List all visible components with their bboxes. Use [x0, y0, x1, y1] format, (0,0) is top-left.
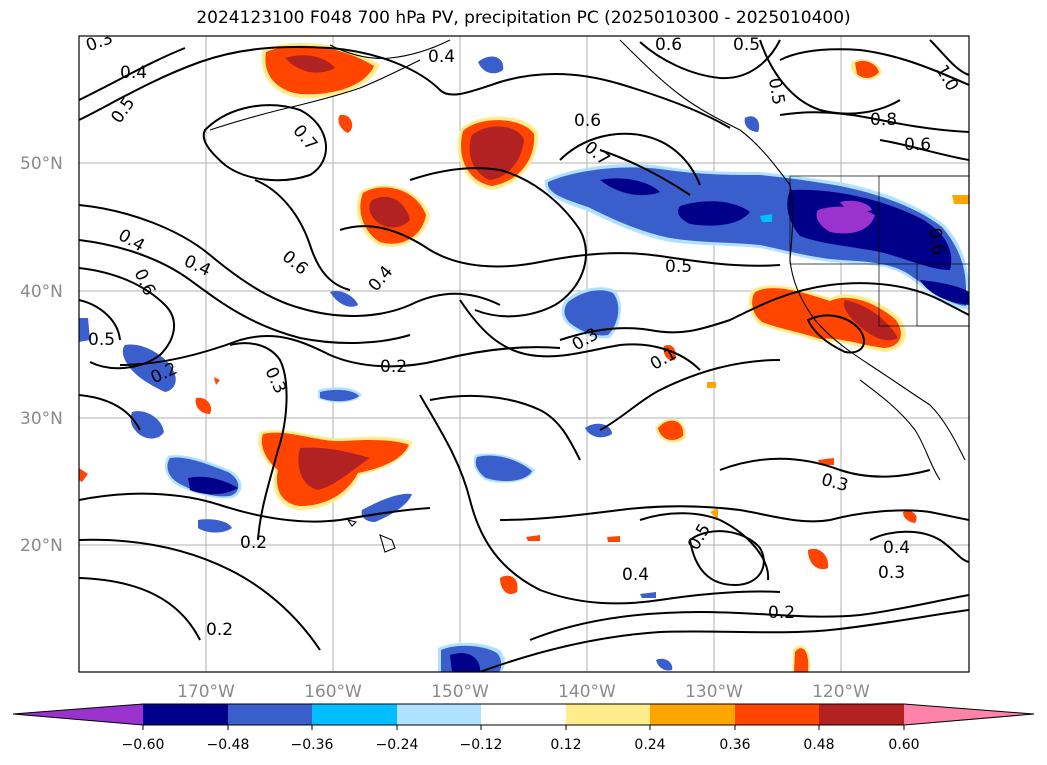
plot-area: 0.3 0.4 0.5 0.7 0.4 0.6 0.5 0.4 0.6 0.7 … [79, 35, 969, 672]
negative-precip-anomalies [79, 56, 969, 672]
contour-label: 0.5 [733, 35, 760, 55]
state-borders [789, 175, 969, 327]
colorbar-swatch [735, 704, 819, 725]
colorbar-tick-label: 0.60 [888, 737, 919, 753]
lon-label: 150°W [431, 682, 489, 702]
lat-label: 40°N [20, 282, 63, 302]
contour-label: 0.6 [924, 226, 948, 256]
contour-label: 0.5 [665, 257, 692, 277]
lon-labels: 170°W 160°W 150°W 140°W 130°W 120°W [177, 682, 870, 702]
contour-label: 0.2 [240, 533, 267, 553]
colorbar-tick-label: 0.48 [803, 737, 834, 753]
contour-label: 0.6 [574, 111, 601, 131]
contour-label: 0.5 [88, 330, 115, 350]
colorbar-swatch [397, 704, 481, 725]
colorbar-tick-label: 0.12 [550, 737, 581, 753]
map-frame [78, 35, 970, 673]
pv-contours [79, 39, 969, 672]
lat-label: 30°N [20, 409, 63, 429]
colorbar-tick-label: 0.24 [634, 737, 665, 753]
contour-label: 0.2 [206, 620, 233, 640]
lon-label: 140°W [558, 682, 616, 702]
contour-label: 0.2 [380, 357, 407, 377]
colorbar: −0.60 −0.48 −0.36 −0.24 −0.12 0.12 0.24 … [12, 703, 1035, 753]
lon-label: 170°W [177, 682, 235, 702]
colorbar-tick-label: −0.48 [207, 737, 250, 753]
colorbar-swatch [819, 704, 904, 725]
colorbar-tick-label: 0.36 [719, 737, 750, 753]
colorbar-extend-high [904, 704, 1034, 725]
contour-label: 0.8 [870, 110, 897, 130]
colorbar-swatch [650, 704, 735, 725]
contour-label: 0.4 [883, 538, 910, 558]
colorbar-swatch [143, 704, 228, 725]
colorbar-swatch [312, 704, 397, 725]
colorbar-tick-label: −0.24 [376, 737, 419, 753]
colorbar-swatch [566, 704, 650, 725]
contour-label: 0.4 [428, 47, 455, 67]
contour-label: 0.4 [120, 63, 147, 83]
lat-label: 50°N [20, 154, 63, 174]
lat-labels: 50°N 40°N 30°N 20°N [20, 154, 63, 556]
contour-label: 0.3 [878, 563, 905, 583]
contour-label: 0.4 [622, 565, 649, 585]
colorbar-swatch [481, 704, 566, 725]
colorbar-swatch [228, 704, 312, 725]
map-title: 2024123100 F048 700 hPa PV, precipitatio… [196, 8, 851, 28]
colorbar-tick-label: −0.12 [460, 737, 503, 753]
positive-precip-anomalies [79, 42, 917, 672]
lon-label: 160°W [304, 682, 362, 702]
colorbar-tick-label: −0.60 [122, 737, 165, 753]
contour-label: 0.2 [768, 603, 795, 623]
contour-label: 0.5 [764, 76, 788, 106]
colorbar-extend-low [13, 704, 143, 725]
coastlines [209, 39, 966, 553]
contour-label: 0.6 [904, 135, 931, 155]
colorbar-tick-label: −0.36 [291, 737, 334, 753]
lat-label: 20°N [20, 536, 63, 556]
lon-label: 120°W [812, 682, 870, 702]
contour-label: 0.6 [655, 35, 682, 55]
lon-label: 130°W [685, 682, 743, 702]
